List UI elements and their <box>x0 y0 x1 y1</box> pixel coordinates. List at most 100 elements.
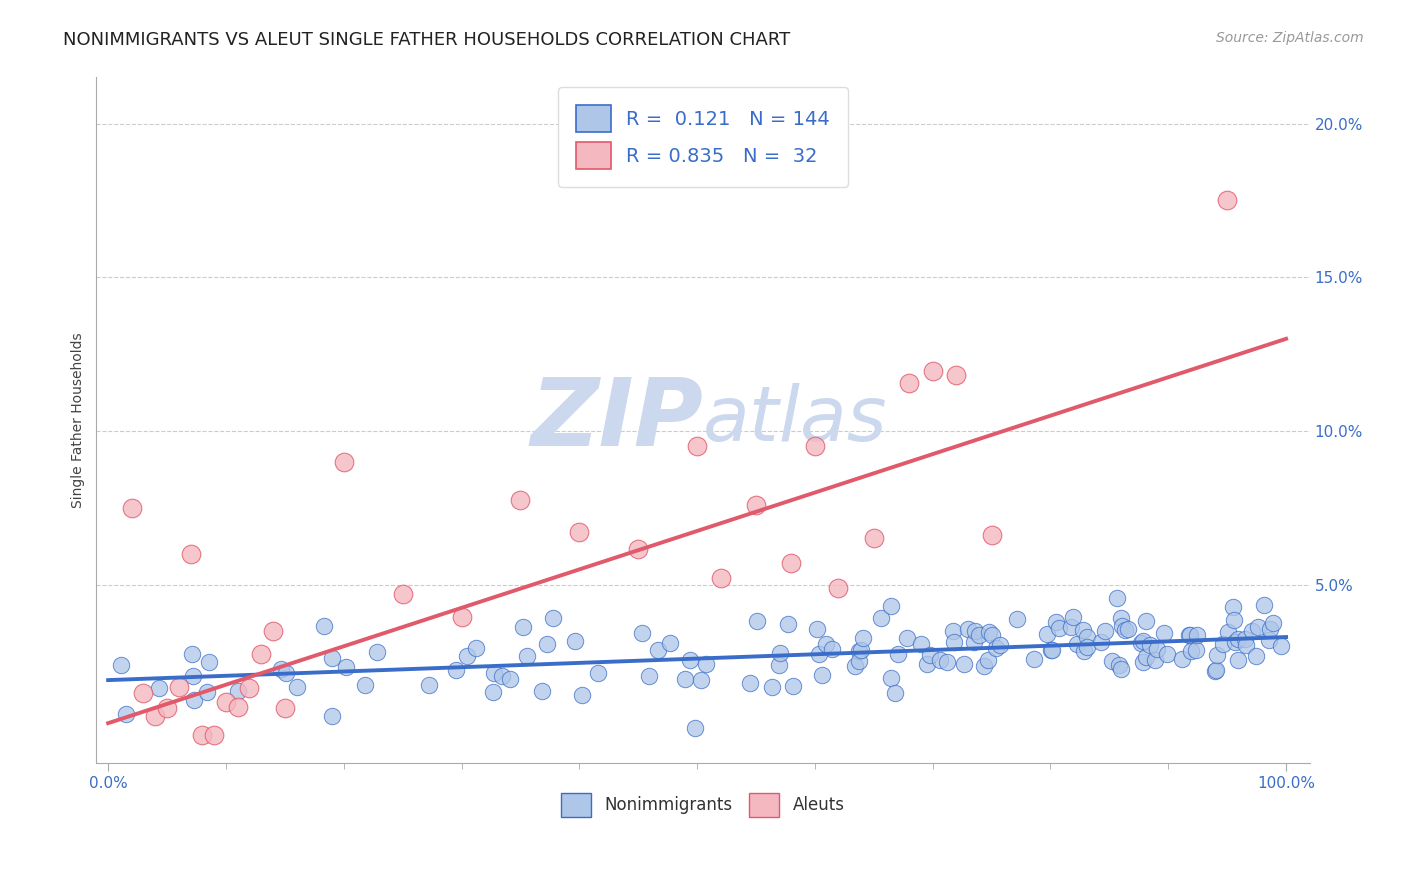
Point <box>1146 641 1168 656</box>
Point <box>516 649 538 664</box>
Point <box>862 531 884 545</box>
Legend: Nonimmigrants, Aleuts: Nonimmigrants, Aleuts <box>554 787 852 823</box>
Point <box>571 689 593 703</box>
Point <box>509 493 531 508</box>
Point <box>1108 657 1130 672</box>
Point <box>564 633 586 648</box>
Point <box>879 671 901 685</box>
Point <box>695 657 717 671</box>
Point <box>484 666 506 681</box>
Point <box>536 637 558 651</box>
Point <box>226 684 249 698</box>
Point <box>202 729 225 743</box>
Point <box>1107 591 1129 606</box>
Point <box>627 542 650 557</box>
Point <box>973 659 995 673</box>
Point <box>1241 624 1264 639</box>
Point <box>270 662 292 676</box>
Point <box>963 624 986 638</box>
Point <box>1247 620 1270 634</box>
Point <box>942 634 965 648</box>
Point <box>740 676 762 690</box>
Point <box>1062 609 1084 624</box>
Point <box>986 641 1008 656</box>
Point <box>250 647 273 661</box>
Point <box>115 707 138 722</box>
Point <box>806 622 828 636</box>
Point <box>1185 628 1208 642</box>
Point <box>391 587 413 601</box>
Point <box>530 684 553 698</box>
Point <box>848 654 870 668</box>
Point <box>1135 614 1157 628</box>
Point <box>491 669 513 683</box>
Point <box>1109 662 1132 676</box>
Point <box>659 636 682 650</box>
Point <box>683 722 706 736</box>
Point <box>1071 623 1094 637</box>
Point <box>1218 625 1240 640</box>
Point <box>312 619 335 633</box>
Point <box>980 628 1002 642</box>
Point <box>1047 621 1070 635</box>
Point <box>1076 631 1098 645</box>
Point <box>673 672 696 686</box>
Point <box>1225 635 1247 649</box>
Point <box>768 658 790 673</box>
Text: Source: ZipAtlas.com: Source: ZipAtlas.com <box>1216 31 1364 45</box>
Point <box>1109 611 1132 625</box>
Point <box>921 364 943 378</box>
Point <box>1116 623 1139 637</box>
Point <box>1234 638 1257 652</box>
Point <box>1073 644 1095 658</box>
Point <box>811 668 834 682</box>
Point <box>745 498 768 512</box>
Point <box>418 678 440 692</box>
Point <box>957 623 980 637</box>
Point <box>1114 623 1136 637</box>
Point <box>1178 628 1201 642</box>
Point <box>321 651 343 665</box>
Point <box>1036 627 1059 641</box>
Point <box>918 648 941 662</box>
Point <box>287 680 309 694</box>
Point <box>1059 620 1081 634</box>
Point <box>181 668 204 682</box>
Point <box>979 624 1001 639</box>
Point <box>1223 614 1246 628</box>
Point <box>780 556 803 570</box>
Point <box>456 649 478 664</box>
Point <box>969 628 991 642</box>
Point <box>1090 634 1112 648</box>
Point <box>1024 652 1046 666</box>
Point <box>335 660 357 674</box>
Point <box>1244 648 1267 663</box>
Point <box>844 658 866 673</box>
Point <box>1101 654 1123 668</box>
Point <box>366 645 388 659</box>
Point <box>686 439 709 453</box>
Point <box>332 455 354 469</box>
Point <box>541 611 564 625</box>
Point <box>568 524 591 539</box>
Point <box>896 632 918 646</box>
Point <box>1144 652 1167 666</box>
Point <box>1005 612 1028 626</box>
Point <box>1156 647 1178 661</box>
Point <box>980 528 1002 542</box>
Point <box>1129 635 1152 649</box>
Point <box>1185 643 1208 657</box>
Point <box>180 547 202 561</box>
Point <box>499 673 522 687</box>
Point <box>1135 649 1157 664</box>
Point <box>1045 615 1067 629</box>
Point <box>1178 628 1201 642</box>
Point <box>1226 632 1249 647</box>
Point <box>631 626 654 640</box>
Point <box>821 642 844 657</box>
Point <box>1094 624 1116 638</box>
Point <box>274 665 297 680</box>
Point <box>197 655 219 669</box>
Point <box>1222 600 1244 615</box>
Point <box>110 657 132 672</box>
